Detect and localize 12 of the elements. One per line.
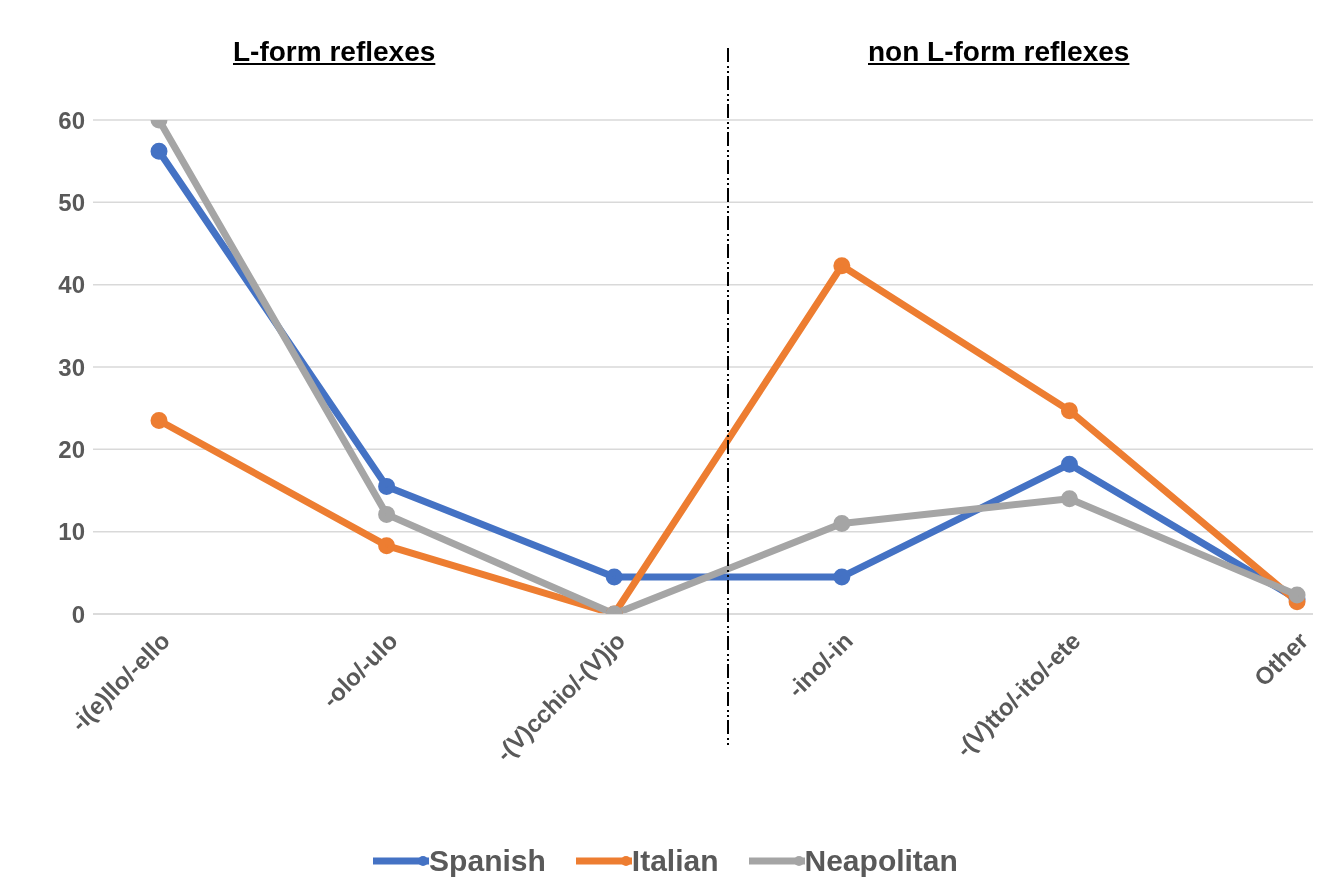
text: L-form reflexes	[233, 36, 436, 68]
text: non L-form reflexes	[868, 36, 1130, 68]
y-tick-label: 20	[58, 435, 85, 463]
legend-label: Italian	[631, 844, 719, 878]
legend-label: Spanish	[429, 844, 546, 878]
y-tick-label: 60	[58, 106, 85, 134]
y-tick-label: 40	[58, 271, 85, 299]
y-tick-label: 50	[58, 188, 85, 216]
legend-label: Neapolitan	[804, 844, 958, 878]
y-tick-label: 0	[71, 600, 85, 628]
y-tick-label: 30	[58, 353, 85, 381]
y-tick-label: 10	[58, 518, 85, 546]
